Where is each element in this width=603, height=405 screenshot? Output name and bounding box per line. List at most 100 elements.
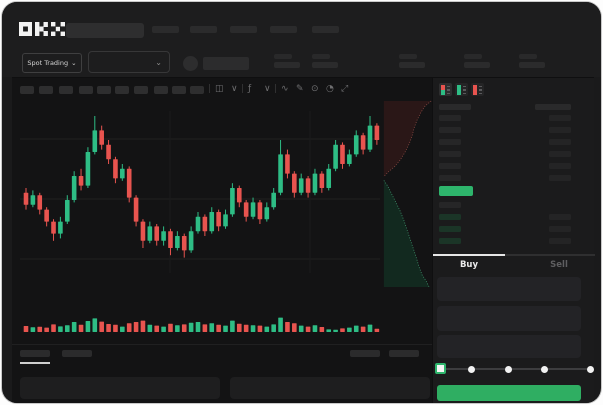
orderbook-header-placeholder [535,104,571,110]
orderbook-ask-row[interactable] [433,151,595,159]
volume-bar [360,326,366,332]
timeframe-button-placeholder[interactable] [39,86,53,94]
stat-label-placeholder [312,54,330,59]
volume-bar [188,322,194,332]
icon-col [457,85,461,95]
candle-body [374,125,380,140]
pair-selector[interactable]: ⌄ [88,51,170,73]
slider-stop[interactable] [504,365,512,373]
timeframe-button-placeholder[interactable] [79,86,93,94]
orderbook-bid-row[interactable] [433,226,595,234]
slider-stop[interactable] [586,365,594,373]
volume-bar [147,324,153,332]
volume-bar [347,327,352,332]
candle-body [305,178,311,193]
nav-item-placeholder[interactable] [270,26,297,33]
stat-value-placeholder [519,62,545,68]
ask-price-placeholder [439,127,461,133]
candle-body [106,144,111,160]
candle-body [78,176,84,186]
tab-sell[interactable]: Sell [550,260,568,270]
candle-style-icon[interactable]: ◫ [215,84,224,94]
fullscreen-icon[interactable]: ⤢ [341,84,349,94]
volume-bar [298,325,304,332]
timeframe-button-placeholder[interactable] [59,86,73,94]
candle-body [202,216,208,232]
timeframe-button-placeholder[interactable] [190,86,204,94]
candle-body [278,154,283,193]
volume-bar [223,325,228,332]
timeframe-button-placeholder[interactable] [20,86,34,94]
candle-body [120,168,125,179]
timeframe-button-placeholder[interactable] [134,86,148,94]
candle-body [113,159,118,179]
total-input-placeholder[interactable] [437,335,581,358]
indicators-icon[interactable]: ƒ [248,84,252,94]
candle-body [154,226,160,241]
volume-bar [353,325,359,332]
nav-item-placeholder[interactable] [230,26,257,33]
orderbook-bid-row[interactable] [433,238,595,246]
nav-item-placeholder[interactable] [312,26,339,33]
combined-book-view-icon[interactable] [439,83,452,96]
bottom-tab[interactable] [62,350,92,357]
volume-bar [312,325,318,332]
icon-dash [446,92,450,94]
slider-stop[interactable] [540,365,548,373]
orderbook-ask-row[interactable] [433,115,595,123]
chevron-down-icon[interactable]: ∨ [231,84,238,94]
timeframe-button-placeholder[interactable] [154,86,168,94]
volume-bar [195,322,201,332]
candle-body [140,221,146,241]
candlestick-chart[interactable] [20,111,380,273]
timeframe-button-placeholder[interactable] [115,86,129,94]
avatar[interactable] [183,56,198,71]
snapshot-icon[interactable]: ⊙ [311,84,319,94]
depth-chart[interactable] [382,98,432,294]
orderbook-panel: Buy Sell [432,77,595,403]
global-search-input[interactable] [66,23,144,38]
market-type-selector[interactable]: Spot Trading ⌄ [22,53,82,73]
bottom-action-placeholder[interactable] [389,350,419,357]
candle-body [188,231,194,251]
icon-dash [462,89,466,91]
line-tool-icon[interactable]: ∿ [281,84,289,94]
asks-only-view-icon[interactable] [471,83,484,96]
orderbook-bid-row[interactable] [433,214,595,222]
bids-only-view-icon[interactable] [455,83,468,96]
orderbook-header-placeholder [439,104,471,110]
orderbook-ask-row[interactable] [433,127,595,135]
chevron-down-icon[interactable]: ∨ [264,84,271,94]
last-price-highlight[interactable] [439,186,473,196]
orderbook-ask-row[interactable] [433,175,595,183]
candle-body [147,226,153,241]
timeframe-button-placeholder[interactable] [97,86,111,94]
tab-buy[interactable]: Buy [459,260,479,270]
nav-item-placeholder[interactable] [152,26,179,33]
candle-body [312,173,318,193]
stat-label-placeholder [274,54,292,59]
amount-slider-track[interactable] [440,368,590,370]
bottom-tab-active[interactable] [20,350,50,357]
volume-bar [257,325,263,332]
amount-slider-handle[interactable] [435,363,446,374]
slider-stop[interactable] [467,365,475,373]
history-icon[interactable]: ◔ [326,84,334,94]
toolbar-divider: | [241,84,245,94]
price-input-placeholder[interactable] [437,277,581,301]
nav-item-placeholder[interactable] [190,26,217,33]
top-header: Spot Trading ⌄ ⌄ [2,2,601,77]
candle-body [209,212,215,232]
depth-asks-area [383,101,432,177]
draw-tool-icon[interactable]: ✎ [296,84,304,94]
candle-body [271,192,276,208]
orderbook-ask-row[interactable] [433,163,595,171]
buy-submit-button[interactable] [437,385,581,401]
bottom-action-placeholder[interactable] [350,350,380,357]
timeframe-button-placeholder[interactable] [172,86,186,94]
orderbook-ask-row[interactable] [433,139,595,147]
amount-input-placeholder[interactable] [437,306,581,331]
stat-value-placeholder [464,62,490,68]
orderbook-bid-row[interactable] [433,202,595,210]
